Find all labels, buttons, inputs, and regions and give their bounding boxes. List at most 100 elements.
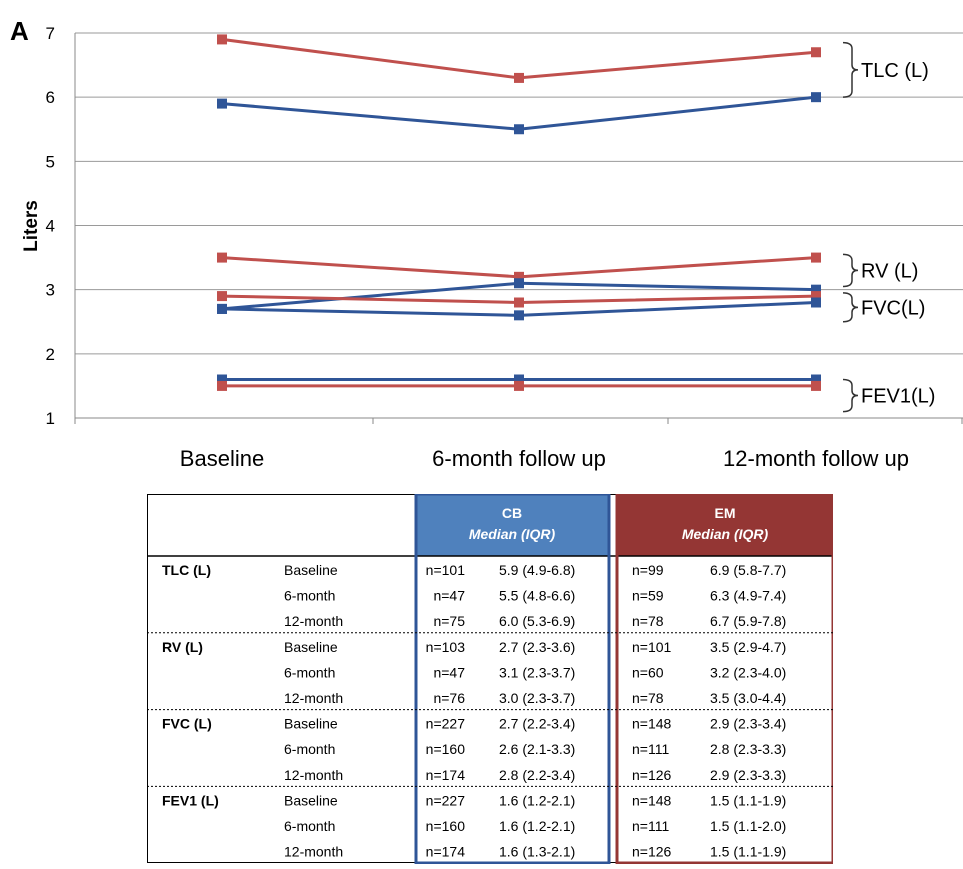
cb-median: 3.0 (2.3-3.7) bbox=[499, 690, 575, 706]
data-point bbox=[217, 291, 227, 302]
cb-header: CB bbox=[502, 505, 522, 521]
panel-label: A bbox=[10, 16, 29, 46]
em-median: 3.5 (2.9-4.7) bbox=[710, 639, 786, 655]
cb-n: n=75 bbox=[433, 613, 465, 629]
data-point bbox=[514, 72, 524, 83]
em-median: 1.5 (1.1-1.9) bbox=[710, 844, 786, 860]
cb-median: 1.6 (1.2-2.1) bbox=[499, 792, 575, 808]
em-n: n=99 bbox=[632, 562, 664, 578]
table-timepoint: 12-month bbox=[284, 690, 343, 706]
data-point bbox=[811, 284, 821, 295]
data-point bbox=[217, 252, 227, 263]
table-group-name: FEV1 (L) bbox=[162, 792, 219, 808]
table-timepoint: 12-month bbox=[284, 767, 343, 783]
table-timepoint: 6-month bbox=[284, 741, 335, 757]
em-n: n=78 bbox=[632, 613, 664, 629]
em-n: n=126 bbox=[632, 767, 672, 783]
line-chart: 1 2 3 4 5 6 7 Liters Baseline 6-month follow up 12… bbox=[21, 24, 963, 471]
cb-median: 5.5 (4.8-6.6) bbox=[499, 588, 575, 604]
cb-n: n=47 bbox=[433, 588, 465, 604]
table-timepoint: 6-month bbox=[284, 664, 335, 680]
cb-median: 2.7 (2.2-3.4) bbox=[499, 716, 575, 732]
em-median: 2.9 (2.3-3.4) bbox=[710, 716, 786, 732]
em-header: EM bbox=[715, 505, 736, 521]
data-point bbox=[217, 374, 227, 385]
em-n: n=101 bbox=[632, 639, 672, 655]
group-bracket bbox=[842, 253, 859, 288]
cb-n: n=160 bbox=[426, 818, 466, 834]
cb-n: n=103 bbox=[426, 639, 466, 655]
em-median: 6.7 (5.9-7.8) bbox=[710, 613, 786, 629]
cb-n: n=76 bbox=[433, 690, 465, 706]
y-tick-label: 3 bbox=[46, 281, 55, 300]
y-tick-label: 5 bbox=[46, 152, 55, 171]
table-group-name: TLC (L) bbox=[162, 562, 211, 578]
table-timepoint: 6-month bbox=[284, 818, 335, 834]
table-timepoint: Baseline bbox=[284, 562, 338, 578]
cb-n: n=47 bbox=[433, 664, 465, 680]
table-timepoint: 12-month bbox=[284, 844, 343, 860]
cb-median: 1.6 (1.3-2.1) bbox=[499, 844, 575, 860]
y-tick-label: 7 bbox=[46, 24, 55, 43]
cb-median: 2.7 (2.3-3.6) bbox=[499, 639, 575, 655]
x-tick-label: Baseline bbox=[180, 446, 264, 471]
em-n: n=59 bbox=[632, 588, 664, 604]
data-point bbox=[514, 278, 524, 289]
em-n: n=78 bbox=[632, 690, 664, 706]
cb-median: 6.0 (5.3-6.9) bbox=[499, 613, 575, 629]
data-point bbox=[217, 34, 227, 45]
bracket-label: RV (L) bbox=[861, 260, 918, 282]
stats-table-drawing: CB Median (IQR) EM Median (IQR) TLC (L) Basel… bbox=[147, 492, 835, 865]
y-tick-label: 2 bbox=[46, 345, 55, 364]
data-point bbox=[514, 271, 524, 282]
em-median: 2.9 (2.3-3.3) bbox=[710, 767, 786, 783]
data-point bbox=[217, 98, 227, 109]
em-median: 6.9 (5.8-7.7) bbox=[710, 562, 786, 578]
data-point bbox=[811, 297, 821, 308]
data-point bbox=[811, 252, 821, 263]
y-tick-label: 6 bbox=[46, 88, 55, 107]
em-subheader: Median (IQR) bbox=[682, 526, 769, 542]
x-tick-label: 12-month follow up bbox=[723, 446, 909, 471]
em-n: n=126 bbox=[632, 844, 672, 860]
table-timepoint: 12-month bbox=[284, 613, 343, 629]
data-point bbox=[514, 124, 524, 135]
table-timepoint: 6-month bbox=[284, 588, 335, 604]
table-timepoint: Baseline bbox=[284, 639, 338, 655]
table-timepoint: Baseline bbox=[284, 792, 338, 808]
em-median: 3.5 (3.0-4.4) bbox=[710, 690, 786, 706]
cb-header-cell bbox=[416, 494, 609, 556]
stats-table: CB Median (IQR) EM Median (IQR) TLC (L) Basel… bbox=[147, 492, 835, 865]
table-group-name: FVC (L) bbox=[162, 716, 212, 732]
cb-median: 1.6 (1.2-2.1) bbox=[499, 818, 575, 834]
data-point bbox=[217, 380, 227, 391]
em-median: 1.5 (1.1-2.0) bbox=[710, 818, 786, 834]
table-timepoint: Baseline bbox=[284, 716, 338, 732]
data-point bbox=[811, 374, 821, 385]
data-point bbox=[217, 303, 227, 314]
data-point bbox=[514, 297, 524, 308]
group-bracket bbox=[842, 41, 859, 98]
em-median: 2.8 (2.3-3.3) bbox=[710, 741, 786, 757]
em-median: 3.2 (2.3-4.0) bbox=[710, 664, 786, 680]
cb-median: 3.1 (2.3-3.7) bbox=[499, 664, 575, 680]
table-group-name: RV (L) bbox=[162, 639, 203, 655]
bracket-label: FVC(L) bbox=[861, 297, 925, 319]
cb-column-outline bbox=[414, 492, 611, 865]
data-point bbox=[811, 380, 821, 391]
data-point bbox=[811, 47, 821, 58]
em-n: n=111 bbox=[632, 741, 669, 757]
y-axis-label: Liters bbox=[21, 200, 42, 252]
data-point bbox=[811, 92, 821, 103]
x-tick-label: 6-month follow up bbox=[432, 446, 606, 471]
cb-n: n=227 bbox=[426, 716, 466, 732]
cb-median: 2.6 (2.1-3.3) bbox=[499, 741, 575, 757]
data-point bbox=[514, 374, 524, 385]
y-tick-label: 1 bbox=[46, 409, 55, 428]
data-point bbox=[514, 380, 524, 391]
cb-n: n=174 bbox=[426, 844, 466, 860]
data-point bbox=[514, 310, 524, 321]
em-header-cell bbox=[617, 494, 833, 556]
em-median: 6.3 (4.9-7.4) bbox=[710, 588, 786, 604]
em-n: n=60 bbox=[632, 664, 664, 680]
